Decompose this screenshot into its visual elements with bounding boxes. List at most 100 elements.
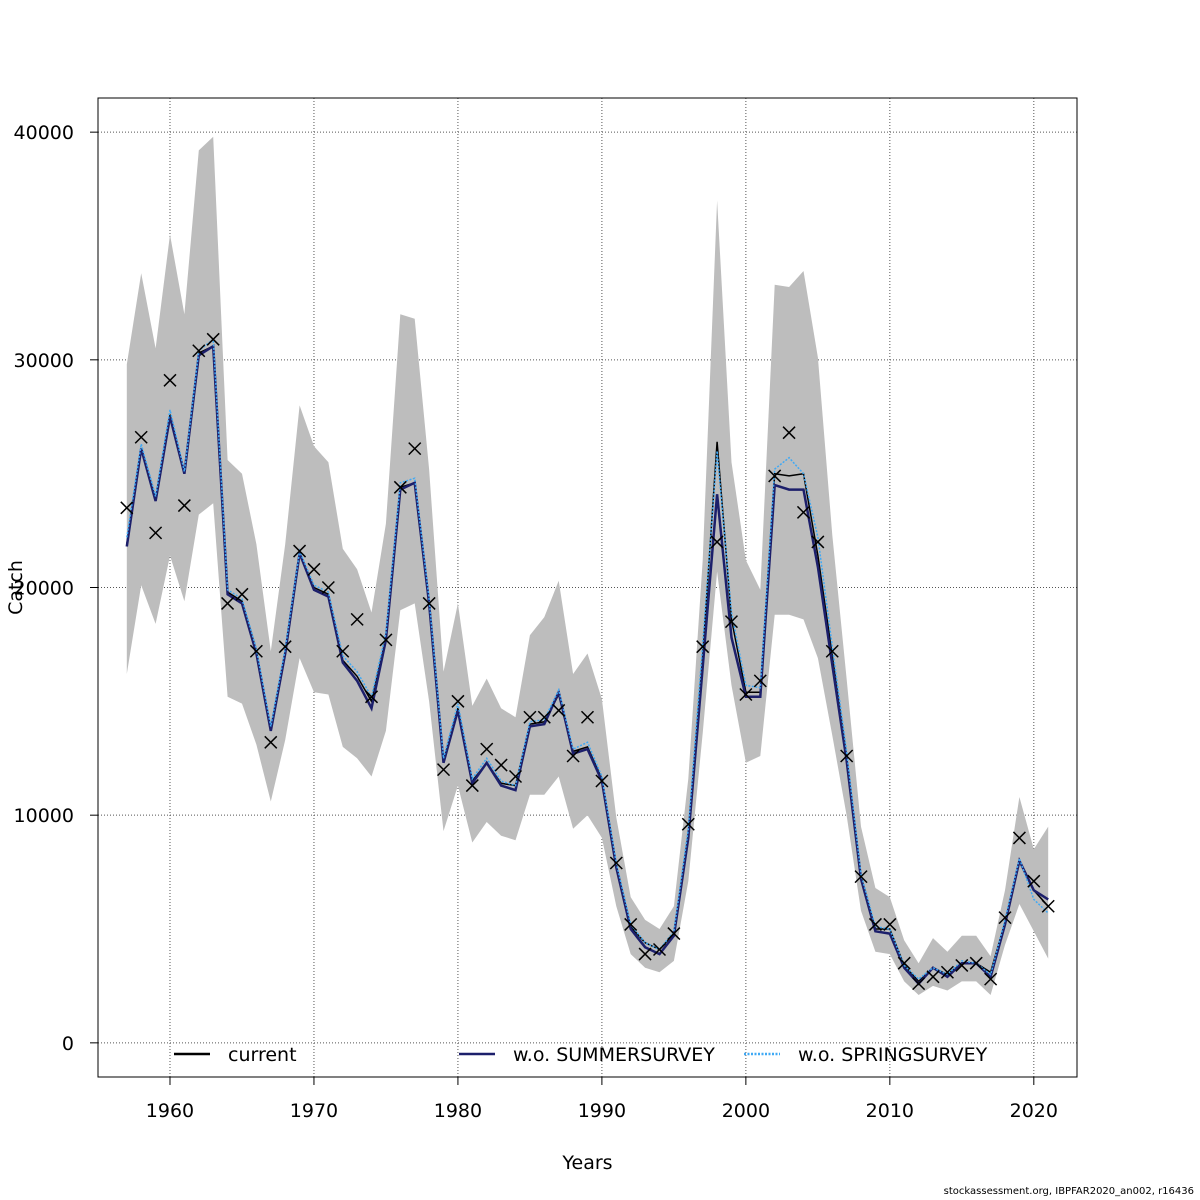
- observed-point: [336, 644, 350, 658]
- observed-point-stroke: [710, 535, 724, 549]
- observed-point-stroke: [580, 710, 595, 724]
- observed-point-stroke: [595, 774, 609, 788]
- observed-point-stroke: [494, 758, 508, 772]
- observed-point-stroke: [465, 779, 479, 793]
- observed-point-stroke: [696, 640, 710, 654]
- observed-point: [595, 774, 609, 788]
- observed-point: [969, 956, 983, 970]
- observed-point-stroke: [811, 535, 825, 549]
- footer-credit: stockassessment.org, IBPFAR2020_an002, r…: [943, 1186, 1194, 1197]
- observed-point: [696, 640, 710, 654]
- x-tick-label: 2010: [866, 1100, 914, 1122]
- x-axis-title: Years: [561, 1152, 612, 1174]
- observed-point: [652, 942, 667, 957]
- observed-point-stroke: [969, 956, 983, 970]
- observed-point-stroke: [1041, 899, 1055, 913]
- observed-point-stroke: [206, 332, 220, 346]
- observed-point-stroke: [508, 769, 523, 784]
- observed-point: [163, 373, 177, 387]
- observed-point-stroke: [624, 917, 638, 931]
- observed-point-stroke: [365, 690, 379, 704]
- observed-point-stroke: [221, 596, 235, 610]
- observed-point-stroke: [379, 633, 393, 647]
- observed-point: [192, 344, 206, 358]
- observed-point: [753, 674, 767, 688]
- observed-point-stroke: [768, 469, 782, 483]
- observed-point: [681, 817, 695, 831]
- observed-point: [494, 758, 508, 772]
- observed-point-stroke: [278, 640, 292, 654]
- observed-point-stroke: [739, 687, 753, 702]
- observed-point: [825, 644, 839, 658]
- observed-point-stroke: [638, 947, 652, 961]
- observed-point: [624, 917, 638, 931]
- observed-point: [724, 615, 739, 629]
- observed-point-stroke: [840, 749, 854, 763]
- observed-point-stroke: [940, 965, 954, 979]
- observed-point: [566, 749, 580, 763]
- observed-point: [436, 763, 451, 777]
- observed-point: [1012, 831, 1026, 845]
- observed-point-stroke: [249, 644, 263, 658]
- x-tick-label: 2020: [1010, 1100, 1058, 1122]
- observed-point-stroke: [868, 917, 882, 931]
- observed-point: [408, 442, 422, 456]
- observed-point-stroke: [408, 442, 422, 456]
- observed-point: [321, 580, 335, 595]
- observed-point: [667, 927, 681, 941]
- x-tick-label: 1970: [290, 1100, 338, 1122]
- observed-point: [149, 526, 163, 540]
- observed-point-stroke: [264, 735, 278, 749]
- observed-point: [1027, 874, 1041, 888]
- legend-item: current: [174, 1044, 297, 1066]
- observed-point-stroke: [652, 942, 667, 957]
- observed-point: [868, 917, 882, 931]
- observed-point-stroke: [307, 562, 321, 576]
- observed-point-stroke: [724, 615, 739, 629]
- observed-point-stroke: [796, 505, 810, 519]
- observed-point-stroke: [883, 917, 897, 931]
- observed-point: [912, 977, 926, 991]
- observed-point: [264, 735, 278, 749]
- observed-point-stroke: [422, 596, 436, 610]
- observed-point-stroke: [350, 612, 364, 626]
- confidence-band: [126, 136, 1049, 995]
- observed-point-stroke: [192, 344, 206, 358]
- observed-point: [552, 703, 566, 717]
- observed-point: [984, 972, 998, 986]
- observed-point-stroke: [134, 430, 148, 444]
- observed-point-stroke: [321, 580, 335, 595]
- observed-point-stroke: [1027, 874, 1041, 888]
- series-line-w-o-springsurvey: [126, 337, 1049, 981]
- observed-point: [537, 710, 551, 724]
- observed-point-stroke: [984, 972, 998, 986]
- observed-point: [811, 535, 825, 549]
- observed-point: [523, 710, 537, 724]
- y-tick-label: 0: [62, 1033, 74, 1055]
- y-tick-label: 30000: [14, 350, 74, 372]
- observed-point-stroke: [955, 958, 969, 972]
- observed-point-stroke: [566, 749, 580, 763]
- observed-point-stroke: [854, 870, 868, 884]
- observed-point: [782, 426, 796, 440]
- observed-point: [307, 562, 321, 576]
- observed-point: [1041, 899, 1055, 913]
- observed-point: [465, 779, 479, 793]
- observed-point-stroke: [149, 526, 163, 540]
- observed-point: [638, 947, 652, 961]
- observed-point: [278, 640, 292, 654]
- observed-point-stroke: [293, 544, 307, 558]
- confidence-interval-area: [126, 136, 1049, 995]
- observed-point: [350, 612, 364, 626]
- observed-point-stroke: [825, 644, 839, 658]
- observed-point: [365, 690, 379, 704]
- observed-point-stroke: [782, 426, 796, 440]
- y-axis-title: Catch: [5, 560, 27, 615]
- y-tick-label: 40000: [14, 122, 74, 144]
- observed-point: [998, 911, 1012, 925]
- observed-point: [739, 687, 753, 702]
- axes: 1960 1970 1980 1990 2000 2010 2020 0 10000 20000 3…: [14, 122, 1058, 1122]
- observed-point: [580, 710, 595, 724]
- observed-point-stroke: [235, 587, 249, 601]
- observed-point-stroke: [609, 856, 623, 870]
